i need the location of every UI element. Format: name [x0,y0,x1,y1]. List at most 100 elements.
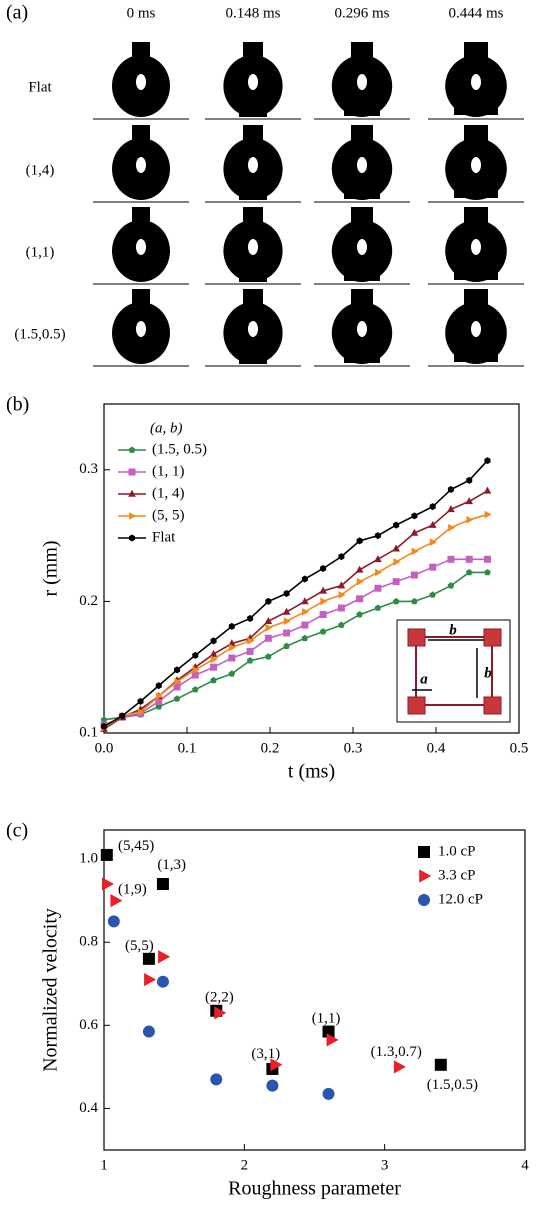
droplet-image [314,42,410,120]
series-line [103,513,488,729]
contact-foot [239,269,267,282]
inset-label: b [449,622,457,638]
marker [320,597,328,606]
row-label: (1.5,0.5) [14,326,65,342]
legend-marker [418,846,430,858]
marker [393,558,401,566]
x-tick-label: 1 [100,1157,108,1173]
droplet-highlight [248,157,258,173]
marker [337,604,345,612]
droplet-image [428,207,524,285]
legend-label: 1.0 cP [438,843,476,859]
annotation: (5,45) [118,838,154,854]
marker [228,654,236,662]
marker [228,670,236,677]
marker [247,615,254,623]
droplet-highlight [471,157,481,173]
contact-foot [239,104,267,117]
marker [411,547,419,556]
inset-pillar [483,696,502,715]
x-axis-title: Roughness parameter [228,1178,401,1200]
marker [429,538,437,547]
marker [320,565,327,572]
marker [338,553,345,561]
contact-foot [239,351,267,364]
y-tick-label: 0.1 [79,724,98,740]
annotation: (3,1) [251,1046,280,1062]
marker [392,578,400,586]
marker [100,848,113,861]
droplet-image [428,42,524,120]
droplet-image [93,125,189,203]
inset-pillar [407,628,426,647]
marker [270,1058,283,1072]
marker [283,642,290,649]
marker [355,565,364,573]
row-label: (1,4) [26,162,55,178]
marker [338,621,345,628]
contact-foot [239,187,267,200]
marker [107,915,120,928]
marker [301,575,308,583]
marker [265,597,272,605]
droplet-highlight [471,239,481,255]
marker [173,683,181,691]
panel-label: (b) [6,394,29,416]
droplet-highlight [357,239,367,255]
annotation: (1,3) [157,857,186,873]
legend-marker [128,534,136,542]
marker [301,634,309,642]
marker [322,1025,335,1038]
legend-label: Flat [152,529,176,545]
droplet-image [205,289,301,367]
annotation: (2,2) [205,990,234,1006]
contact-foot [454,269,498,280]
legend-marker [128,468,136,476]
inset-label: b [484,665,492,681]
droplet-image [93,42,189,120]
marker [173,695,181,702]
annotation: (1,1) [312,1011,341,1027]
inset-pillar [407,696,426,715]
droplet-highlight [357,157,367,173]
marker [100,716,108,723]
contact-foot [344,269,380,281]
marker [319,611,327,619]
marker [447,582,455,589]
x-tick-label: 4 [521,1157,529,1173]
marker [374,555,382,563]
marker [283,617,291,625]
marker [158,950,171,964]
inset-label: a [420,671,428,687]
marker [155,682,162,690]
marker [174,677,182,686]
droplet-highlight [136,239,146,255]
marker [210,663,218,671]
legend-label: (1, 1) [152,463,185,479]
droplet-highlight [248,239,258,255]
legend-marker [129,512,137,520]
x-tick-label: 0.4 [427,740,446,756]
legend-marker [128,446,136,453]
series-line [103,460,489,728]
marker [411,597,418,605]
marker [264,616,273,624]
marker [302,608,310,616]
marker [356,577,364,586]
marker [484,510,492,519]
annotation: (1.3,0.7) [371,1044,422,1060]
marker [392,544,401,552]
marker [192,651,199,659]
x-tick-label: 0.0 [95,740,114,756]
marker [393,521,400,529]
panel-label: (c) [6,820,28,842]
legend-label: (1, 4) [152,485,185,501]
row-label: (1,1) [26,244,55,260]
column-header: 0.148 ms [225,5,280,21]
y-axis-title: Normalized velocity [40,908,62,1072]
marker [410,571,418,579]
droplet-highlight [136,157,146,173]
column-header: 0.444 ms [448,5,503,21]
contact-foot [454,104,498,115]
